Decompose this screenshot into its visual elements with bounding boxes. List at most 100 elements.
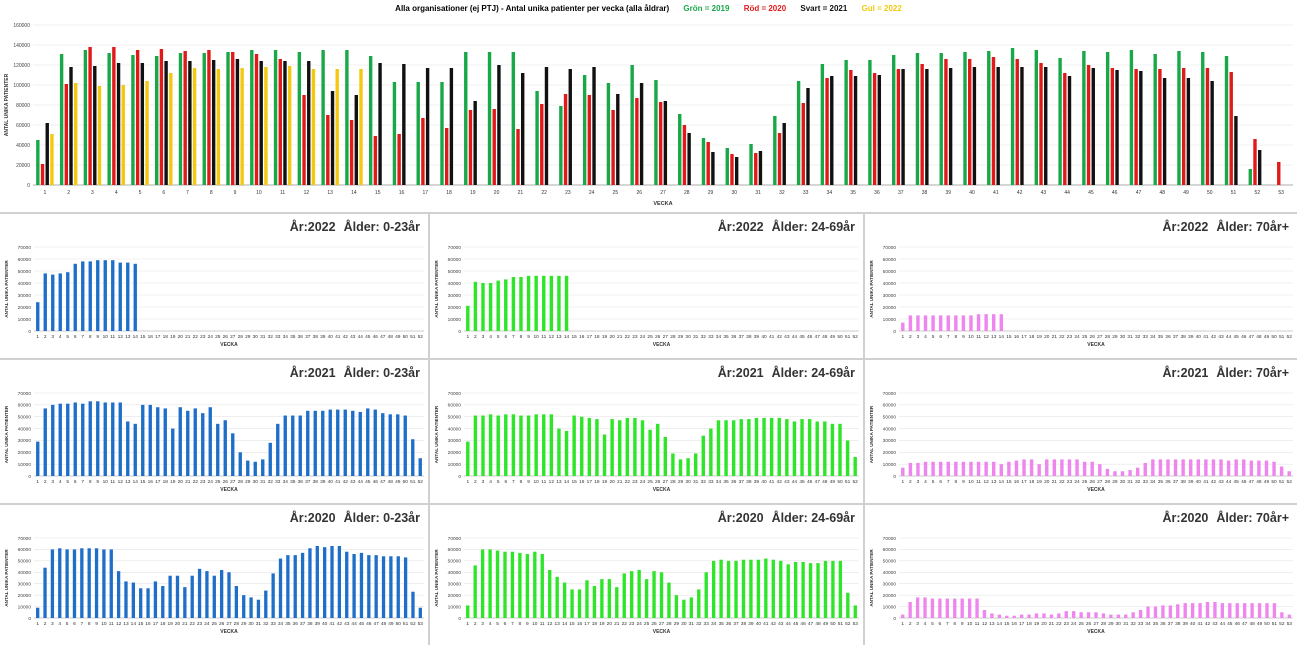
bar [557, 428, 561, 476]
x-tick-label: 20 [178, 479, 184, 485]
bar [716, 420, 721, 476]
x-tick-label: 47 [1242, 621, 1248, 627]
bar [219, 570, 224, 618]
x-tick-label: 30 [248, 621, 254, 627]
x-tick-label: 39 [748, 621, 754, 627]
bar [1173, 459, 1178, 476]
bar [313, 410, 317, 476]
x-tick-label: 29 [1112, 479, 1118, 485]
bar [1250, 603, 1254, 618]
x-tick-label: 29 [678, 479, 684, 485]
bar [449, 68, 454, 185]
bar [126, 421, 130, 476]
x-tick-label: 41 [769, 479, 775, 485]
bar [1181, 459, 1185, 476]
x-tick-label: 36 [731, 479, 737, 485]
bar [749, 144, 753, 185]
bar [644, 579, 649, 618]
panel-title: År:2020 Ålder: 0-23år [290, 511, 420, 525]
x-tick-label: 52 [410, 621, 416, 627]
bar [946, 315, 950, 331]
bar [1058, 58, 1062, 185]
x-tick-label: 35 [850, 190, 856, 196]
x-tick-label: 33 [803, 190, 809, 196]
x-tick-label: 12 [118, 334, 124, 340]
bar [480, 549, 485, 618]
x-tick-label: 27 [660, 190, 666, 196]
bar [633, 417, 637, 476]
x-tick-label: 45 [1234, 479, 1240, 485]
x-tick-label: 19 [599, 621, 605, 627]
x-tick-label: 19 [470, 190, 476, 196]
x-tick-label: 6 [939, 621, 942, 627]
bar [580, 416, 584, 476]
bar [1082, 461, 1087, 476]
bar [145, 81, 149, 185]
x-tick-label: 5 [497, 479, 500, 485]
bar [504, 279, 508, 331]
bar [183, 51, 187, 185]
x-tick-label: 34 [711, 621, 717, 627]
x-tick-label: 20 [609, 479, 615, 485]
bar [397, 134, 401, 185]
bar [823, 560, 828, 618]
bar [343, 409, 347, 476]
x-tick-label: 41 [993, 190, 999, 196]
x-tick-label: 34 [278, 621, 284, 627]
bar [66, 403, 70, 476]
x-tick-label: 3 [51, 479, 54, 485]
bar [838, 560, 843, 618]
x-tick-label: 10 [103, 334, 109, 340]
x-tick-label: 27 [226, 621, 232, 627]
x-tick-label: 25 [1082, 334, 1088, 340]
bar [1090, 461, 1094, 476]
bar [526, 275, 531, 331]
bar [264, 67, 268, 185]
y-axis-label: ANTAL UNIKA PATIENTER [4, 260, 9, 318]
bar [1177, 51, 1181, 185]
bar [1044, 67, 1048, 185]
bar [358, 411, 362, 476]
bar [796, 81, 801, 185]
x-tick-label: 17 [1021, 334, 1027, 340]
bar [368, 56, 373, 185]
bar [1226, 460, 1231, 476]
x-tick-label: 3 [482, 334, 485, 340]
x-tick-label: 1 [466, 334, 469, 340]
bar [411, 591, 415, 618]
bar [939, 53, 943, 185]
x-tick-label: 24 [636, 621, 642, 627]
x-tick-label: 50 [1271, 479, 1277, 485]
bar [831, 560, 835, 618]
x-tick-label: 41 [763, 621, 769, 627]
bar [156, 407, 160, 476]
x-tick-label: 49 [1257, 621, 1263, 627]
x-axis-label: VECKA [653, 342, 671, 348]
bar [1211, 459, 1216, 476]
bar [300, 552, 305, 618]
bar [473, 101, 477, 185]
x-tick-label: 23 [629, 621, 635, 627]
x-tick-label: 47 [380, 479, 386, 485]
x-axis-label: VECKA [220, 342, 238, 348]
x-tick-label: 21 [617, 334, 623, 340]
x-tick-label: 22 [190, 621, 196, 627]
bar [116, 63, 121, 185]
x-tick-label: 43 [350, 479, 356, 485]
bar [103, 260, 107, 331]
x-tick-label: 22 [625, 479, 631, 485]
bar [961, 315, 966, 331]
panel-age: Ålder: 70år+ [1216, 511, 1289, 525]
bar [1007, 461, 1011, 476]
bar [706, 142, 710, 185]
x-tick-label: 28 [1101, 621, 1107, 627]
x-tick-label: 18 [594, 334, 600, 340]
bar [216, 69, 221, 185]
bar [946, 461, 950, 476]
x-tick-label: 2 [474, 479, 477, 485]
bar [50, 134, 54, 185]
bar [336, 409, 340, 476]
bar [227, 572, 231, 618]
bar [124, 581, 128, 618]
